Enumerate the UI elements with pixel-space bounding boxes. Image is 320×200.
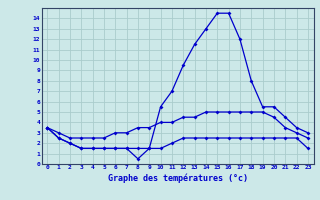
X-axis label: Graphe des températures (°c): Graphe des températures (°c) bbox=[108, 173, 248, 183]
